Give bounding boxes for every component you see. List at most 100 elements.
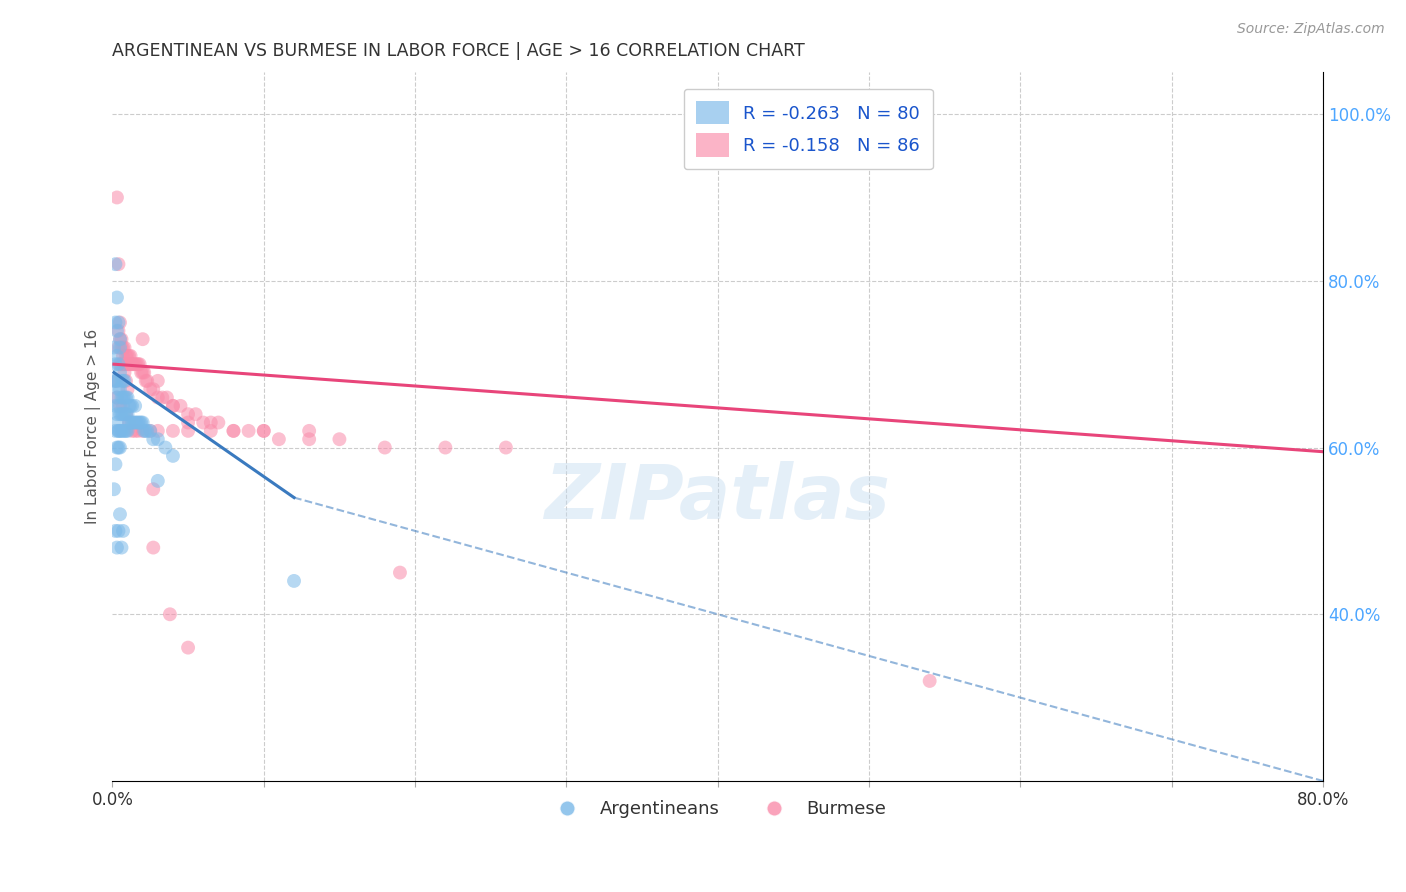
Point: [111, 407, 134, 421]
Point: [107, 324, 129, 338]
Legend: Argentineans, Burmese: Argentineans, Burmese: [543, 793, 893, 825]
Point: [120, 399, 142, 413]
Point: [111, 349, 134, 363]
Point: [121, 357, 143, 371]
Point: [146, 374, 169, 388]
Point: [169, 399, 191, 413]
Point: [105, 291, 128, 305]
Point: [283, 574, 305, 588]
Text: ZIPatlas: ZIPatlas: [544, 460, 891, 534]
Point: [104, 524, 127, 538]
Point: [104, 424, 127, 438]
Point: [328, 432, 350, 446]
Point: [121, 399, 143, 413]
Point: [162, 399, 184, 413]
Point: [139, 424, 162, 438]
Point: [118, 416, 141, 430]
Point: [110, 541, 132, 555]
Point: [107, 257, 129, 271]
Point: [120, 349, 142, 363]
Point: [108, 508, 131, 522]
Point: [222, 424, 245, 438]
Point: [107, 399, 129, 413]
Point: [155, 441, 177, 455]
Point: [114, 424, 136, 438]
Point: [105, 541, 128, 555]
Point: [115, 391, 138, 405]
Point: [107, 382, 129, 396]
Point: [124, 399, 146, 413]
Point: [107, 357, 129, 371]
Point: [107, 524, 129, 538]
Point: [117, 382, 139, 396]
Point: [108, 382, 131, 396]
Point: [131, 416, 153, 430]
Point: [136, 374, 159, 388]
Point: [110, 332, 132, 346]
Point: [105, 391, 128, 405]
Point: [107, 341, 129, 355]
Point: [124, 424, 146, 438]
Point: [374, 441, 396, 455]
Point: [253, 424, 276, 438]
Point: [108, 341, 131, 355]
Point: [131, 366, 153, 380]
Point: [127, 416, 149, 430]
Point: [108, 332, 131, 346]
Point: [117, 407, 139, 421]
Point: [107, 424, 129, 438]
Point: [108, 366, 131, 380]
Point: [111, 391, 134, 405]
Point: [117, 349, 139, 363]
Point: [104, 316, 127, 330]
Point: [124, 357, 146, 371]
Point: [118, 416, 141, 430]
Point: [108, 357, 131, 371]
Point: [146, 432, 169, 446]
Point: [121, 424, 143, 438]
Point: [128, 357, 150, 371]
Point: [120, 357, 142, 371]
Point: [115, 424, 138, 438]
Point: [117, 424, 139, 438]
Point: [120, 416, 142, 430]
Point: [108, 332, 131, 346]
Point: [177, 640, 200, 655]
Point: [177, 424, 200, 438]
Point: [103, 482, 125, 496]
Text: ARGENTINEAN VS BURMESE IN LABOR FORCE | AGE > 16 CORRELATION CHART: ARGENTINEAN VS BURMESE IN LABOR FORCE | …: [112, 42, 806, 60]
Point: [104, 399, 127, 413]
Point: [135, 424, 157, 438]
Point: [103, 341, 125, 355]
Text: Source: ZipAtlas.com: Source: ZipAtlas.com: [1237, 22, 1385, 37]
Point: [125, 416, 148, 430]
Point: [108, 316, 131, 330]
Point: [111, 524, 134, 538]
Point: [142, 432, 165, 446]
Point: [434, 441, 457, 455]
Point: [111, 424, 134, 438]
Point: [139, 424, 162, 438]
Point: [131, 332, 153, 346]
Point: [125, 357, 148, 371]
Point: [108, 399, 131, 413]
Point: [121, 416, 143, 430]
Point: [105, 407, 128, 421]
Point: [104, 457, 127, 471]
Point: [150, 391, 173, 405]
Point: [107, 316, 129, 330]
Point: [134, 366, 156, 380]
Point: [110, 407, 132, 421]
Point: [108, 441, 131, 455]
Point: [200, 416, 222, 430]
Point: [110, 424, 132, 438]
Point: [267, 432, 290, 446]
Point: [117, 391, 139, 405]
Point: [135, 374, 157, 388]
Point: [118, 349, 141, 363]
Point: [118, 357, 141, 371]
Point: [495, 441, 517, 455]
Point: [115, 374, 138, 388]
Point: [128, 416, 150, 430]
Point: [162, 399, 184, 413]
